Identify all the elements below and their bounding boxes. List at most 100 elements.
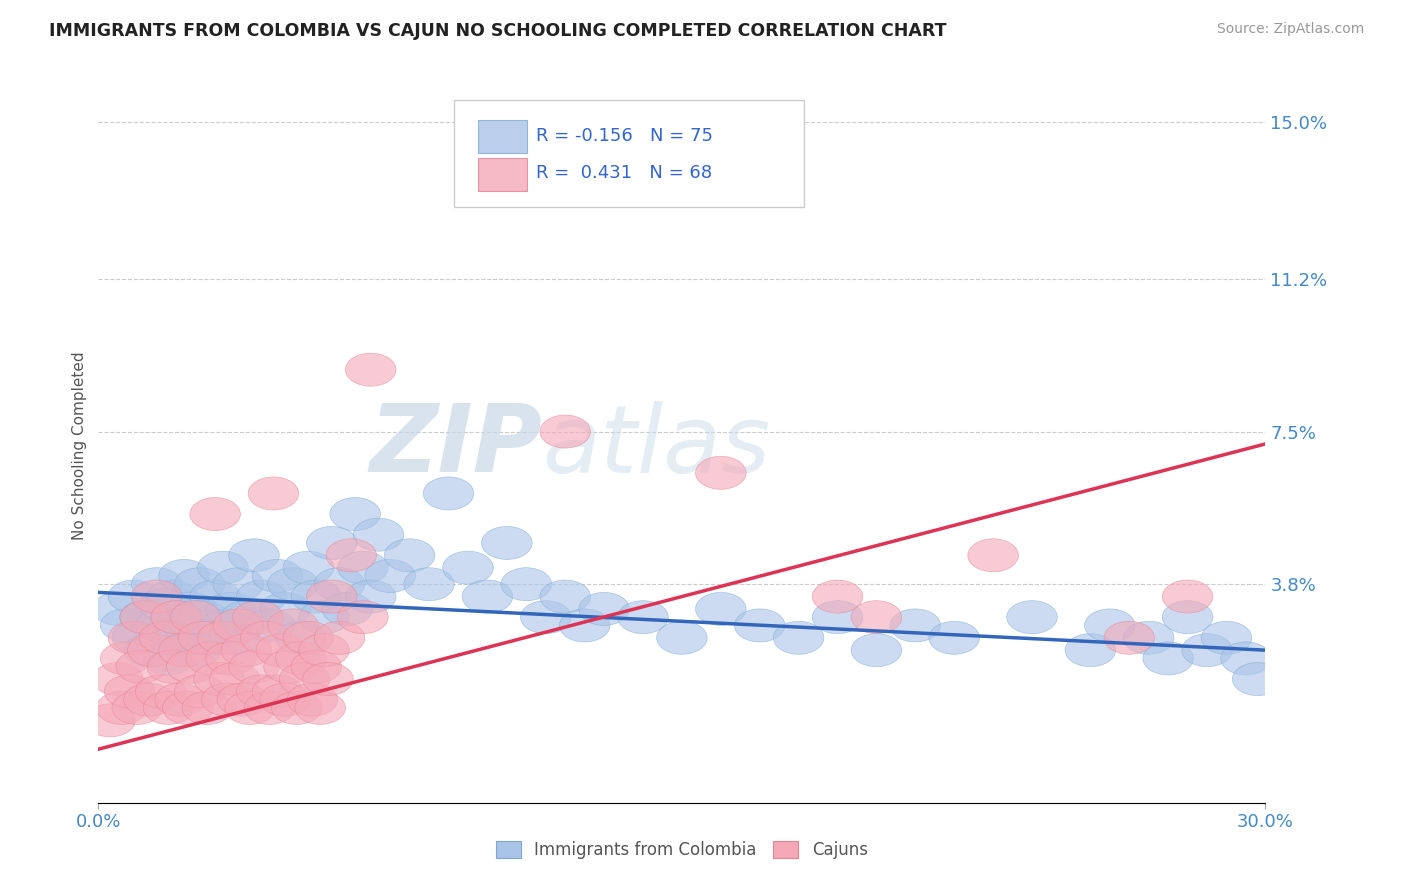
Ellipse shape bbox=[93, 663, 143, 696]
Ellipse shape bbox=[120, 600, 170, 633]
Text: R = -0.156   N = 75: R = -0.156 N = 75 bbox=[536, 127, 713, 145]
Text: IMMIGRANTS FROM COLOMBIA VS CAJUN NO SCHOOLING COMPLETED CORRELATION CHART: IMMIGRANTS FROM COLOMBIA VS CAJUN NO SCH… bbox=[49, 22, 946, 40]
Ellipse shape bbox=[181, 622, 232, 655]
Ellipse shape bbox=[143, 642, 194, 675]
Ellipse shape bbox=[423, 477, 474, 510]
Ellipse shape bbox=[159, 633, 209, 666]
Ellipse shape bbox=[135, 609, 186, 642]
FancyBboxPatch shape bbox=[478, 158, 527, 191]
Ellipse shape bbox=[229, 539, 280, 572]
Ellipse shape bbox=[108, 580, 159, 613]
Ellipse shape bbox=[307, 580, 357, 613]
Ellipse shape bbox=[267, 567, 318, 600]
Ellipse shape bbox=[560, 609, 610, 642]
Ellipse shape bbox=[155, 683, 205, 716]
Text: ZIP: ZIP bbox=[368, 400, 541, 492]
Text: Source: ZipAtlas.com: Source: ZipAtlas.com bbox=[1216, 22, 1364, 37]
Text: R =  0.431   N = 68: R = 0.431 N = 68 bbox=[536, 164, 713, 182]
Ellipse shape bbox=[104, 675, 155, 708]
Ellipse shape bbox=[181, 691, 232, 724]
Ellipse shape bbox=[179, 622, 229, 655]
Ellipse shape bbox=[252, 559, 302, 592]
Ellipse shape bbox=[346, 580, 396, 613]
Ellipse shape bbox=[813, 600, 863, 633]
Ellipse shape bbox=[236, 675, 287, 708]
FancyBboxPatch shape bbox=[478, 120, 527, 153]
Ellipse shape bbox=[315, 567, 366, 600]
Ellipse shape bbox=[1182, 633, 1232, 666]
Ellipse shape bbox=[1163, 580, 1213, 613]
Ellipse shape bbox=[245, 691, 295, 724]
Ellipse shape bbox=[1163, 600, 1213, 633]
Ellipse shape bbox=[267, 609, 318, 642]
Ellipse shape bbox=[166, 592, 217, 625]
Ellipse shape bbox=[84, 704, 135, 737]
Ellipse shape bbox=[150, 600, 201, 633]
Ellipse shape bbox=[214, 609, 264, 642]
Ellipse shape bbox=[1220, 642, 1271, 675]
Ellipse shape bbox=[100, 642, 150, 675]
Ellipse shape bbox=[205, 642, 256, 675]
Ellipse shape bbox=[540, 415, 591, 448]
Ellipse shape bbox=[283, 622, 333, 655]
Ellipse shape bbox=[929, 622, 980, 655]
Ellipse shape bbox=[287, 683, 337, 716]
Ellipse shape bbox=[271, 691, 322, 724]
Ellipse shape bbox=[443, 551, 494, 584]
Ellipse shape bbox=[1104, 622, 1154, 655]
Ellipse shape bbox=[100, 609, 150, 642]
Ellipse shape bbox=[298, 600, 349, 633]
Ellipse shape bbox=[482, 526, 531, 559]
Ellipse shape bbox=[276, 642, 326, 675]
Ellipse shape bbox=[256, 633, 307, 666]
Ellipse shape bbox=[346, 353, 396, 386]
Ellipse shape bbox=[1123, 622, 1174, 655]
Ellipse shape bbox=[198, 622, 249, 655]
Ellipse shape bbox=[1232, 663, 1282, 696]
Ellipse shape bbox=[353, 518, 404, 551]
Ellipse shape bbox=[190, 580, 240, 613]
Ellipse shape bbox=[1143, 642, 1194, 675]
Ellipse shape bbox=[291, 650, 342, 683]
Ellipse shape bbox=[201, 683, 252, 716]
Ellipse shape bbox=[115, 650, 166, 683]
Ellipse shape bbox=[163, 691, 214, 724]
Ellipse shape bbox=[295, 691, 346, 724]
Ellipse shape bbox=[108, 622, 159, 655]
Ellipse shape bbox=[520, 600, 571, 633]
Ellipse shape bbox=[97, 691, 148, 724]
Ellipse shape bbox=[1007, 600, 1057, 633]
Ellipse shape bbox=[135, 675, 186, 708]
Ellipse shape bbox=[179, 600, 229, 633]
Ellipse shape bbox=[307, 526, 357, 559]
Ellipse shape bbox=[143, 691, 194, 724]
Ellipse shape bbox=[170, 600, 221, 633]
Ellipse shape bbox=[696, 592, 747, 625]
Ellipse shape bbox=[463, 580, 513, 613]
Ellipse shape bbox=[579, 592, 630, 625]
Ellipse shape bbox=[112, 622, 163, 655]
Ellipse shape bbox=[366, 559, 415, 592]
FancyBboxPatch shape bbox=[454, 100, 804, 207]
Ellipse shape bbox=[851, 600, 901, 633]
Ellipse shape bbox=[326, 539, 377, 572]
Ellipse shape bbox=[330, 498, 381, 531]
Ellipse shape bbox=[139, 589, 190, 622]
Ellipse shape bbox=[93, 592, 143, 625]
Ellipse shape bbox=[209, 663, 260, 696]
Ellipse shape bbox=[384, 539, 434, 572]
Ellipse shape bbox=[404, 567, 454, 600]
Ellipse shape bbox=[315, 622, 366, 655]
Ellipse shape bbox=[190, 498, 240, 531]
Ellipse shape bbox=[221, 600, 271, 633]
Ellipse shape bbox=[245, 609, 295, 642]
Ellipse shape bbox=[174, 675, 225, 708]
Ellipse shape bbox=[198, 551, 249, 584]
Ellipse shape bbox=[252, 675, 302, 708]
Ellipse shape bbox=[851, 633, 901, 666]
Y-axis label: No Schooling Completed: No Schooling Completed bbox=[72, 351, 87, 541]
Ellipse shape bbox=[148, 580, 198, 613]
Ellipse shape bbox=[112, 691, 163, 724]
Ellipse shape bbox=[240, 622, 291, 655]
Ellipse shape bbox=[155, 622, 205, 655]
